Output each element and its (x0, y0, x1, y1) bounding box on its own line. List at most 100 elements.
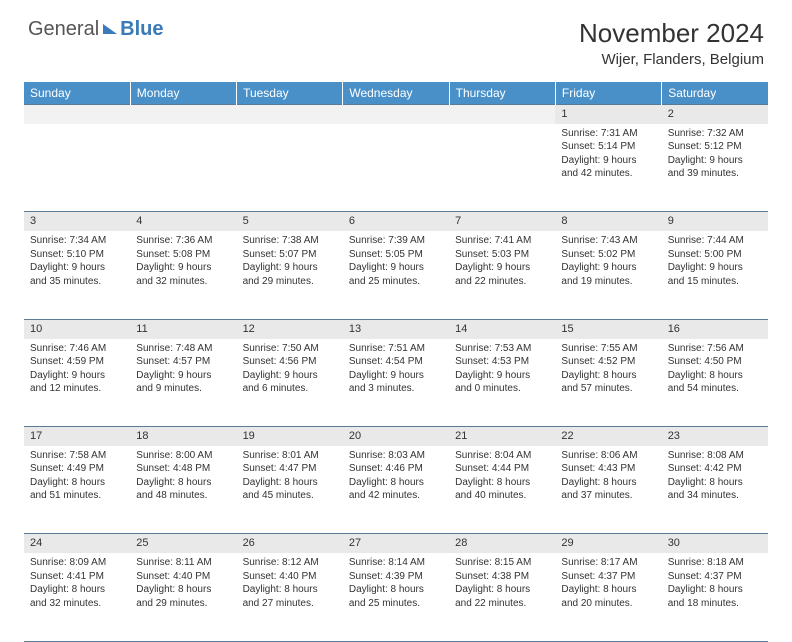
sunrise-line: Sunrise: 7:41 AM (455, 234, 549, 248)
day-cell: Sunrise: 8:08 AMSunset: 4:42 PMDaylight:… (662, 446, 768, 534)
daylight-line: Daylight: 8 hours and 22 minutes. (455, 583, 549, 610)
day-content: Sunrise: 8:18 AMSunset: 4:37 PMDaylight:… (662, 553, 768, 616)
sunset-line: Sunset: 4:57 PM (136, 355, 230, 369)
day-number: 23 (662, 427, 768, 446)
sunrise-line: Sunrise: 7:46 AM (30, 342, 124, 356)
day-number: 5 (237, 212, 343, 231)
day-header: Thursday (449, 82, 555, 105)
daylight-line: Daylight: 8 hours and 32 minutes. (30, 583, 124, 610)
sunrise-line: Sunrise: 8:06 AM (561, 449, 655, 463)
sunrise-line: Sunrise: 7:58 AM (30, 449, 124, 463)
day-cell: Sunrise: 7:46 AMSunset: 4:59 PMDaylight:… (24, 339, 130, 427)
sunrise-line: Sunrise: 7:48 AM (136, 342, 230, 356)
day-number: 2 (662, 105, 768, 124)
day-header: Friday (555, 82, 661, 105)
sunset-line: Sunset: 4:37 PM (561, 570, 655, 584)
daylight-line: Daylight: 9 hours and 9 minutes. (136, 369, 230, 396)
day-number: 1 (555, 105, 661, 124)
day-number: 14 (449, 319, 555, 338)
sunset-line: Sunset: 4:39 PM (349, 570, 443, 584)
sunrise-line: Sunrise: 8:11 AM (136, 556, 230, 570)
sunrise-line: Sunrise: 7:36 AM (136, 234, 230, 248)
day-content: Sunrise: 8:06 AMSunset: 4:43 PMDaylight:… (555, 446, 661, 509)
day-number (130, 105, 236, 124)
day-number: 29 (555, 534, 661, 553)
daylight-line: Daylight: 9 hours and 15 minutes. (668, 261, 762, 288)
day-cell: Sunrise: 7:38 AMSunset: 5:07 PMDaylight:… (237, 231, 343, 319)
daylight-line: Daylight: 9 hours and 42 minutes. (561, 154, 655, 181)
calendar-body: 12Sunrise: 7:31 AMSunset: 5:14 PMDayligh… (24, 105, 768, 642)
location: Wijer, Flanders, Belgium (579, 51, 764, 68)
daylight-line: Daylight: 8 hours and 48 minutes. (136, 476, 230, 503)
sunset-line: Sunset: 4:59 PM (30, 355, 124, 369)
sunset-line: Sunset: 5:14 PM (561, 140, 655, 154)
day-cell (237, 124, 343, 212)
day-cell: Sunrise: 7:55 AMSunset: 4:52 PMDaylight:… (555, 339, 661, 427)
day-content: Sunrise: 8:01 AMSunset: 4:47 PMDaylight:… (237, 446, 343, 509)
daylight-line: Daylight: 9 hours and 6 minutes. (243, 369, 337, 396)
day-content: Sunrise: 7:46 AMSunset: 4:59 PMDaylight:… (24, 339, 130, 402)
sunset-line: Sunset: 5:12 PM (668, 140, 762, 154)
daylight-line: Daylight: 9 hours and 39 minutes. (668, 154, 762, 181)
sunrise-line: Sunrise: 8:03 AM (349, 449, 443, 463)
day-content: Sunrise: 8:03 AMSunset: 4:46 PMDaylight:… (343, 446, 449, 509)
sunset-line: Sunset: 5:03 PM (455, 248, 549, 262)
daylight-line: Daylight: 9 hours and 19 minutes. (561, 261, 655, 288)
day-number: 18 (130, 427, 236, 446)
day-header-row: SundayMondayTuesdayWednesdayThursdayFrid… (24, 82, 768, 105)
day-cell: Sunrise: 7:31 AMSunset: 5:14 PMDaylight:… (555, 124, 661, 212)
content-row: Sunrise: 7:34 AMSunset: 5:10 PMDaylight:… (24, 231, 768, 319)
day-content: Sunrise: 7:43 AMSunset: 5:02 PMDaylight:… (555, 231, 661, 294)
day-number: 9 (662, 212, 768, 231)
daylight-line: Daylight: 9 hours and 22 minutes. (455, 261, 549, 288)
day-content: Sunrise: 7:32 AMSunset: 5:12 PMDaylight:… (662, 124, 768, 187)
brand-triangle-icon (103, 24, 117, 34)
sunset-line: Sunset: 5:08 PM (136, 248, 230, 262)
day-content: Sunrise: 7:55 AMSunset: 4:52 PMDaylight:… (555, 339, 661, 402)
sunrise-line: Sunrise: 8:18 AM (668, 556, 762, 570)
day-number (24, 105, 130, 124)
day-content: Sunrise: 8:11 AMSunset: 4:40 PMDaylight:… (130, 553, 236, 616)
day-number: 7 (449, 212, 555, 231)
content-row: Sunrise: 7:31 AMSunset: 5:14 PMDaylight:… (24, 124, 768, 212)
day-cell: Sunrise: 8:15 AMSunset: 4:38 PMDaylight:… (449, 553, 555, 641)
daylight-line: Daylight: 9 hours and 12 minutes. (30, 369, 124, 396)
day-number: 13 (343, 319, 449, 338)
day-number: 30 (662, 534, 768, 553)
sunset-line: Sunset: 4:54 PM (349, 355, 443, 369)
daylight-line: Daylight: 9 hours and 35 minutes. (30, 261, 124, 288)
sunrise-line: Sunrise: 8:15 AM (455, 556, 549, 570)
day-content: Sunrise: 7:39 AMSunset: 5:05 PMDaylight:… (343, 231, 449, 294)
content-row: Sunrise: 7:46 AMSunset: 4:59 PMDaylight:… (24, 339, 768, 427)
sunrise-line: Sunrise: 8:08 AM (668, 449, 762, 463)
day-content: Sunrise: 8:09 AMSunset: 4:41 PMDaylight:… (24, 553, 130, 616)
day-content: Sunrise: 7:38 AMSunset: 5:07 PMDaylight:… (237, 231, 343, 294)
daylight-line: Daylight: 9 hours and 25 minutes. (349, 261, 443, 288)
day-number (343, 105, 449, 124)
sunrise-line: Sunrise: 7:38 AM (243, 234, 337, 248)
sunset-line: Sunset: 4:48 PM (136, 462, 230, 476)
header: General Blue November 2024 Wijer, Flande… (0, 0, 792, 76)
daylight-line: Daylight: 8 hours and 45 minutes. (243, 476, 337, 503)
sunrise-line: Sunrise: 7:32 AM (668, 127, 762, 141)
day-number: 28 (449, 534, 555, 553)
day-number: 26 (237, 534, 343, 553)
day-content: Sunrise: 7:44 AMSunset: 5:00 PMDaylight:… (662, 231, 768, 294)
day-cell: Sunrise: 8:01 AMSunset: 4:47 PMDaylight:… (237, 446, 343, 534)
sunrise-line: Sunrise: 8:17 AM (561, 556, 655, 570)
sunset-line: Sunset: 5:07 PM (243, 248, 337, 262)
day-cell (130, 124, 236, 212)
day-cell: Sunrise: 8:03 AMSunset: 4:46 PMDaylight:… (343, 446, 449, 534)
day-number: 22 (555, 427, 661, 446)
day-content: Sunrise: 7:58 AMSunset: 4:49 PMDaylight:… (24, 446, 130, 509)
sunrise-line: Sunrise: 8:09 AM (30, 556, 124, 570)
day-header: Saturday (662, 82, 768, 105)
day-cell: Sunrise: 8:09 AMSunset: 4:41 PMDaylight:… (24, 553, 130, 641)
day-cell: Sunrise: 8:12 AMSunset: 4:40 PMDaylight:… (237, 553, 343, 641)
sunset-line: Sunset: 4:47 PM (243, 462, 337, 476)
sunrise-line: Sunrise: 7:31 AM (561, 127, 655, 141)
sunset-line: Sunset: 5:00 PM (668, 248, 762, 262)
day-cell: Sunrise: 7:50 AMSunset: 4:56 PMDaylight:… (237, 339, 343, 427)
day-cell: Sunrise: 7:41 AMSunset: 5:03 PMDaylight:… (449, 231, 555, 319)
day-content: Sunrise: 8:17 AMSunset: 4:37 PMDaylight:… (555, 553, 661, 616)
